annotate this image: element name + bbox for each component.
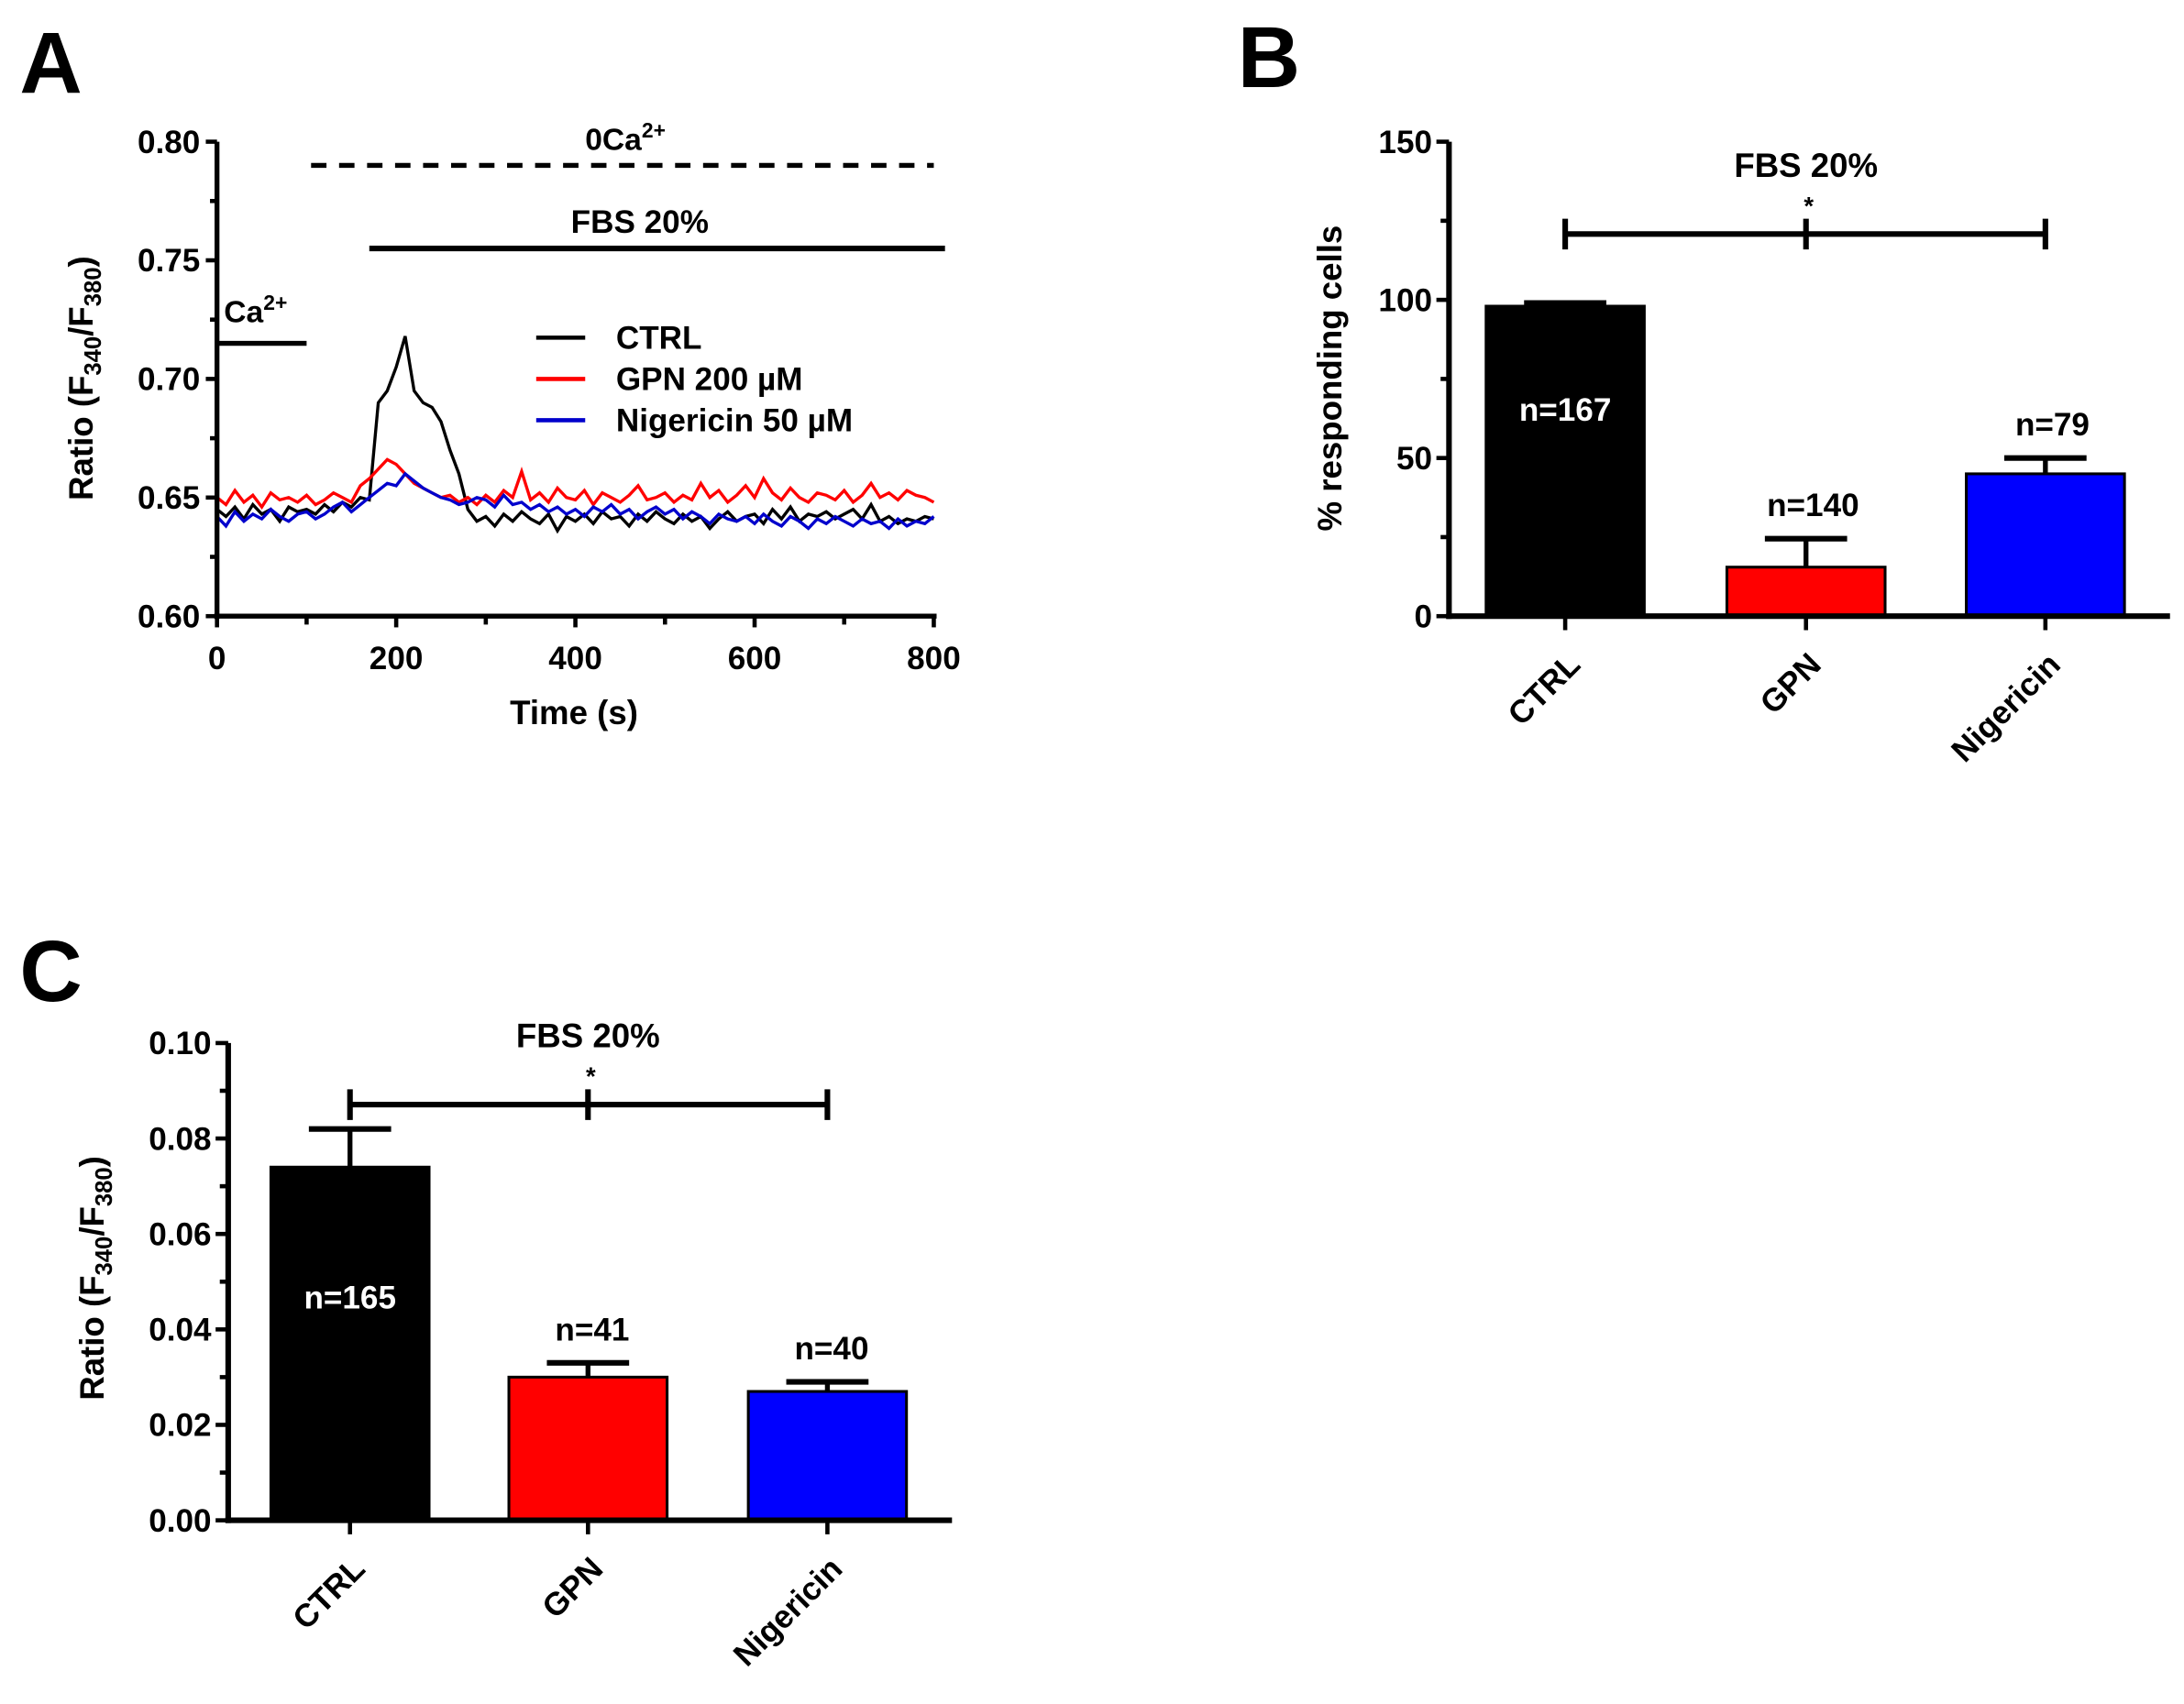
x-category-label: Nigericin — [727, 1551, 850, 1674]
ca-label-text: Ca — [224, 296, 263, 330]
y-tick-label: 50 — [1396, 441, 1432, 477]
x-tick-label: 600 — [728, 641, 782, 676]
ylabel-text: Ratio (F — [73, 1275, 111, 1400]
x-tick-label: 200 — [370, 641, 424, 676]
ylabel-subscript: 380 — [92, 1167, 117, 1206]
significance-asterisk: * — [1803, 192, 1814, 220]
y-tick-label: 0 — [1415, 599, 1433, 634]
n-label: n=140 — [1767, 488, 1859, 523]
x-category-label: CTRL — [1501, 646, 1587, 732]
fbs-label: FBS 20% — [571, 204, 709, 240]
x-category-label: CTRL — [286, 1551, 372, 1637]
ylabel-text: Ratio (F — [62, 376, 100, 500]
panel-letter-c: C — [19, 923, 82, 1020]
panel-b-bar-chart: n=167 CTRL n=140 GPN n=79 Nigericin 0 50 100 150 *… — [1311, 125, 2170, 769]
bar-nigericin — [1965, 472, 2126, 618]
y-tick-label: 0.10 — [149, 1026, 211, 1061]
y-axis-title: Ratio (F340/F380) — [73, 1156, 117, 1401]
trace-line-2 — [215, 471, 935, 531]
n-label: n=40 — [794, 1331, 868, 1367]
x-category-label: GPN — [1753, 646, 1827, 720]
bar-gpn — [507, 1375, 669, 1523]
x-axis-title: Time (s) — [510, 694, 638, 731]
n-label: n=41 — [555, 1312, 629, 1347]
zero-ca-label-text: 0Ca — [585, 124, 642, 158]
ylabel-subscript: 380 — [81, 268, 106, 307]
ylabel-text: /F — [73, 1206, 111, 1237]
n-label: n=79 — [2015, 407, 2090, 443]
y-tick-label: 0.60 — [138, 599, 200, 634]
ylabel-text: ) — [62, 256, 100, 267]
chart-title: FBS 20% — [1734, 147, 1878, 184]
ylabel-subscript: 340 — [92, 1237, 117, 1276]
zero-ca-label-sup: 2+ — [642, 118, 666, 142]
y-tick-label: 0.00 — [149, 1503, 211, 1539]
y-axis-title: Ratio (F340/F380) — [62, 256, 106, 500]
ca-label-sup: 2+ — [263, 291, 287, 314]
y-tick-label: 100 — [1378, 282, 1432, 318]
bar-ctrl — [269, 1165, 431, 1523]
ylabel-subscript: 340 — [81, 336, 106, 376]
bar-ctrl — [1484, 304, 1646, 618]
panel-c-bar-chart: n=165 CTRL n=41 GPN n=40 Nigericin 0.00 0.02 0.0… — [73, 1017, 953, 1674]
y-tick-label: 0.04 — [149, 1313, 212, 1348]
x-category-label: GPN — [535, 1551, 610, 1625]
y-tick-label: 0.08 — [149, 1121, 211, 1157]
ylabel-text: ) — [73, 1156, 111, 1167]
panel-letter-b: B — [1238, 9, 1300, 106]
n-label: n=167 — [1519, 392, 1612, 428]
y-tick-label: 0.02 — [149, 1408, 211, 1444]
n-label: n=165 — [303, 1280, 396, 1315]
y-axis-title: % responding cells — [1311, 225, 1349, 532]
legend-label: Nigericin 50 µM — [616, 403, 853, 439]
x-tick-label: 400 — [548, 641, 602, 676]
y-tick-label: 0.80 — [138, 125, 200, 160]
y-tick-label: 0.65 — [138, 480, 200, 516]
y-tick-label: 0.70 — [138, 362, 200, 398]
y-tick-label: 0.75 — [138, 243, 200, 279]
trace-line-1 — [215, 457, 935, 511]
ca-label: Ca2+ — [224, 291, 287, 330]
chart-title: FBS 20% — [516, 1017, 660, 1055]
panel-a-line-chart: 0.60 0.65 0.70 0.75 0.80 0 200 400 600 800 Time (s… — [62, 118, 961, 731]
legend-label: CTRL — [616, 321, 702, 357]
trace-line-0 — [215, 335, 934, 534]
significance-asterisk: * — [586, 1062, 596, 1091]
ylabel-text: /F — [62, 306, 100, 336]
panel-letter-a: A — [19, 15, 82, 112]
bar-nigericin — [746, 1390, 909, 1523]
zero-ca-label: 0Ca2+ — [585, 118, 666, 158]
y-tick-label: 150 — [1378, 125, 1432, 160]
legend-label: GPN 200 µM — [616, 362, 803, 398]
x-category-label: Nigericin — [1945, 646, 2068, 769]
bar-gpn — [1725, 566, 1887, 618]
x-tick-label: 800 — [907, 641, 961, 676]
y-tick-label: 0.06 — [149, 1216, 211, 1252]
x-tick-label: 0 — [208, 641, 226, 676]
